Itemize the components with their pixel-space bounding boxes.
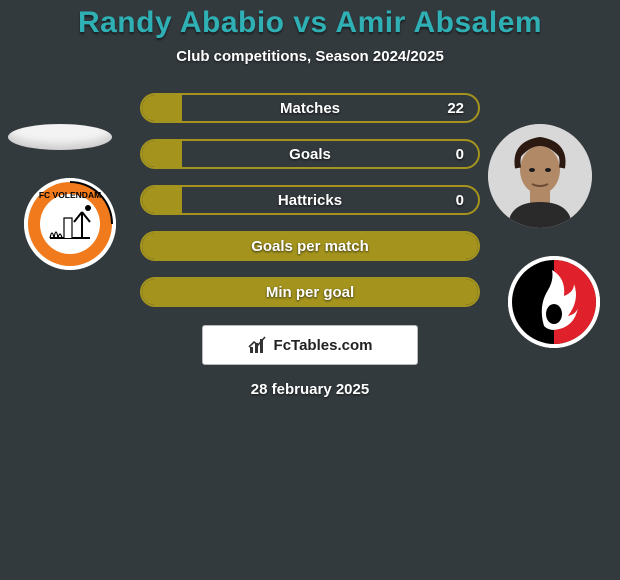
date: 28 february 2025 [0,381,620,398]
stat-fill [142,95,182,121]
stat-row-goals-per-match: Goals per match [140,231,480,261]
stat-fill [142,279,478,305]
stat-row-matches: Matches 22 [140,93,480,123]
stat-row-hattricks: Hattricks 0 [140,185,480,215]
stat-label: Goals [142,146,478,163]
player-avatar-right [488,124,592,228]
comparison-card: Randy Ababio vs Amir Absalem Club compet… [0,0,620,580]
stat-value-right: 22 [447,100,464,117]
page-title: Randy Ababio vs Amir Absalem [0,6,620,40]
club-crest-left: FC VOLENDAM [24,178,116,270]
stat-fill [142,233,478,259]
stat-value-right: 0 [456,146,464,163]
club-crest-right [508,256,600,348]
brand-text: FcTables.com [274,337,373,354]
subtitle: Club competitions, Season 2024/2025 [0,48,620,65]
stat-label: Matches [142,100,478,117]
chart-icon [248,335,268,355]
stat-row-min-per-goal: Min per goal [140,277,480,307]
stat-row-goals: Goals 0 [140,139,480,169]
stat-fill [142,187,182,213]
svg-text:FC VOLENDAM: FC VOLENDAM [39,190,101,200]
stat-fill [142,141,182,167]
stat-label: Hattricks [142,192,478,209]
stat-value-right: 0 [456,192,464,209]
brand-box[interactable]: FcTables.com [202,325,418,365]
player-avatar-left [8,124,112,150]
